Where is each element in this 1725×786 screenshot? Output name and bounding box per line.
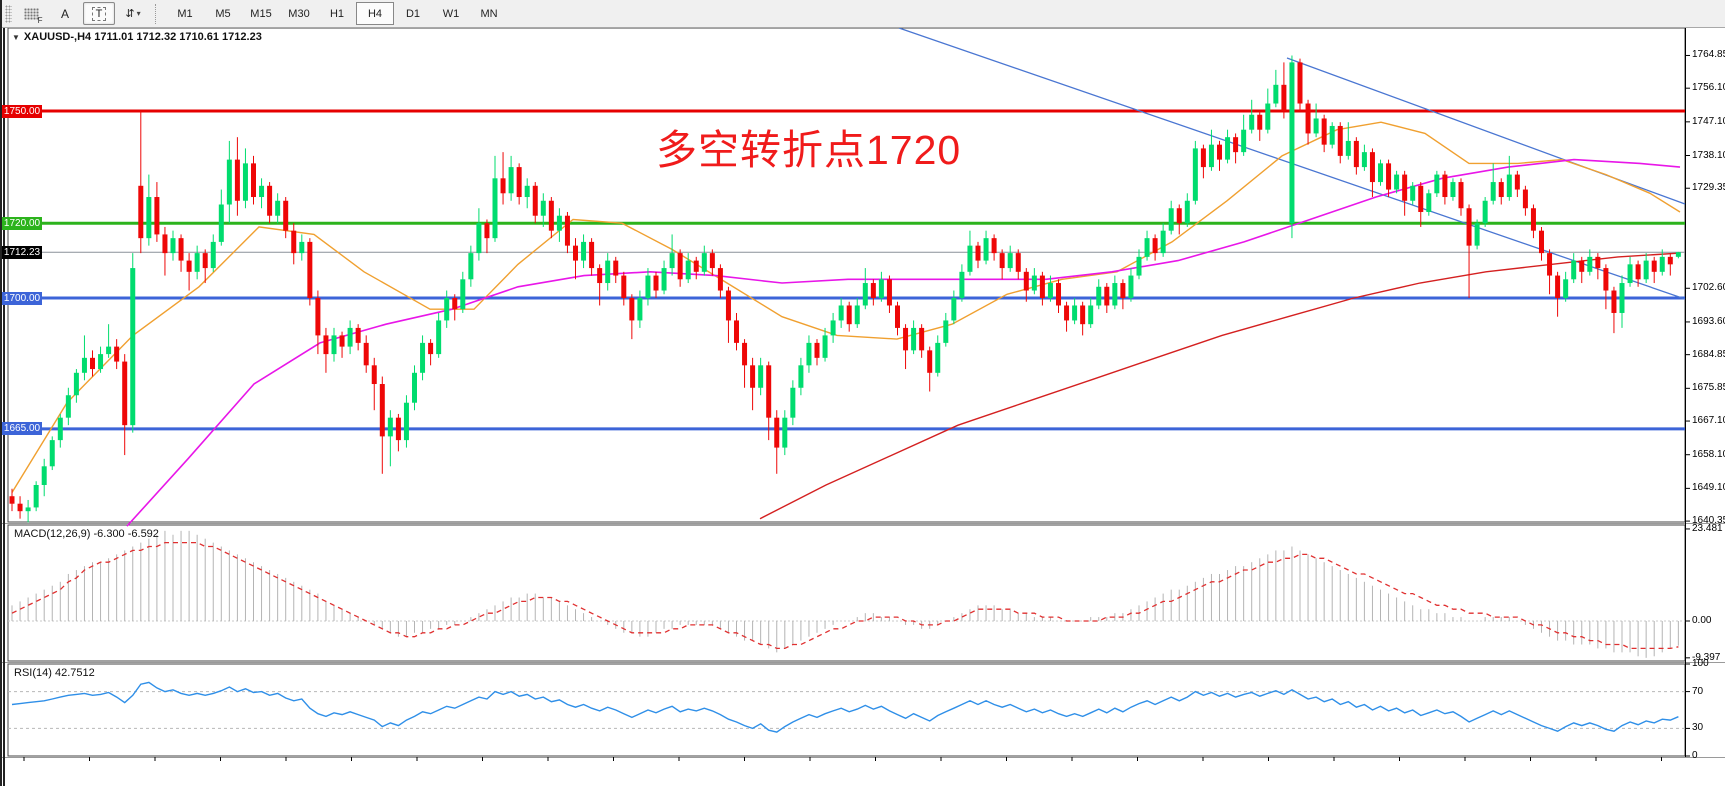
dropdown-caret-icon: ▾ <box>136 9 141 18</box>
timeframe-button-d1[interactable]: D1 <box>394 2 432 25</box>
text-label-icon: T <box>91 6 107 21</box>
rsi-tick-label: 100 <box>1692 658 1709 669</box>
price-tick-label: 1729.35 <box>1692 182 1725 194</box>
macd-tick-label: -9.397 <box>1692 651 1721 663</box>
price-tick-label: 1667.10 <box>1692 415 1725 427</box>
price-tick-label: 1747.10 <box>1692 115 1725 127</box>
rsi-name: RSI(14) <box>14 667 52 679</box>
price-tick-label: 1738.10 <box>1692 149 1725 161</box>
drawing-tool-buttons: F A T ⇵ ▾ <box>14 2 150 25</box>
price-badge: 1700.00 <box>2 291 42 305</box>
timeframe-button-m30[interactable]: M30 <box>280 2 318 25</box>
grid-pattern-tool[interactable]: F <box>15 2 47 25</box>
font-tool[interactable]: A <box>49 2 81 25</box>
rsi-tick-label: 30 <box>1692 722 1704 734</box>
price-tick-label: 1693.60 <box>1692 315 1725 327</box>
macd-name: MACD(12,26,9) <box>14 528 91 540</box>
grid-icon: F <box>23 7 43 25</box>
chevron-down-icon[interactable]: ▼ <box>12 33 20 42</box>
price-badge: 1750.00 <box>2 104 42 118</box>
rsi-indicator-label: RSI(14) 42.7512 <box>14 667 95 679</box>
toolbar: F A T ⇵ ▾ M1 M5 M15 M30 H1 H4 D1 W1 MN <box>2 0 1725 28</box>
text-label-tool[interactable]: T <box>83 2 115 25</box>
pointer-mode-tool[interactable]: ⇵ ▾ <box>117 2 149 25</box>
price-tick-label: 1675.85 <box>1692 382 1725 394</box>
macd-tick-label: 0.00 <box>1692 615 1712 626</box>
price-tick-label: 1684.85 <box>1692 348 1725 360</box>
rsi-tick-label: 70 <box>1692 685 1704 697</box>
macd-tick-label: 23.481 <box>1692 522 1723 534</box>
timeframe-button-mn[interactable]: MN <box>470 2 508 25</box>
chart-annotation-text: 多空转折点1720 <box>656 127 962 173</box>
price-badge: 1665.00 <box>2 422 42 436</box>
macd-indicator-label: MACD(12,26,9) -6.300 -6.592 <box>14 528 159 540</box>
rsi-current-value: 42.7512 <box>54 667 95 679</box>
timeframe-button-h4[interactable]: H4 <box>356 2 394 25</box>
timeframe-button-m1[interactable]: M1 <box>166 2 204 25</box>
price-tick-label: 1756.10 <box>1692 82 1725 94</box>
price-badge: 1712.23 <box>2 245 42 259</box>
price-tick-label: 1658.10 <box>1692 448 1725 460</box>
macd-current-values: -6.300 -6.592 <box>93 528 159 540</box>
price-tick-label: 1649.10 <box>1692 482 1725 494</box>
toolbar-separator <box>155 3 161 24</box>
chart-title: ▼ XAUUSD-,H4 1711.01 1712.32 1710.61 1712… <box>12 31 262 43</box>
timeframe-buttons: M1 M5 M15 M30 H1 H4 D1 W1 MN <box>166 2 508 25</box>
timeframe-button-w1[interactable]: W1 <box>432 2 470 25</box>
rsi-tick-label: 0 <box>1692 750 1698 761</box>
price-tick-label: 1640.35 <box>1692 515 1725 527</box>
price-badge: 1720.00 <box>2 216 42 230</box>
price-tick-label: 1764.85 <box>1692 49 1725 61</box>
timeframe-button-m15[interactable]: M15 <box>242 2 280 25</box>
toolbar-drag-handle[interactable] <box>5 4 12 23</box>
timeframe-button-h1[interactable]: H1 <box>318 2 356 25</box>
chart-title-text: XAUUSD-,H4 1711.01 1712.32 1710.61 1712.… <box>23 31 262 43</box>
cursor-arrows-icon: ⇵ <box>125 8 135 20</box>
timeframe-button-m5[interactable]: M5 <box>204 2 242 25</box>
price-tick-label: 1702.60 <box>1692 282 1725 294</box>
